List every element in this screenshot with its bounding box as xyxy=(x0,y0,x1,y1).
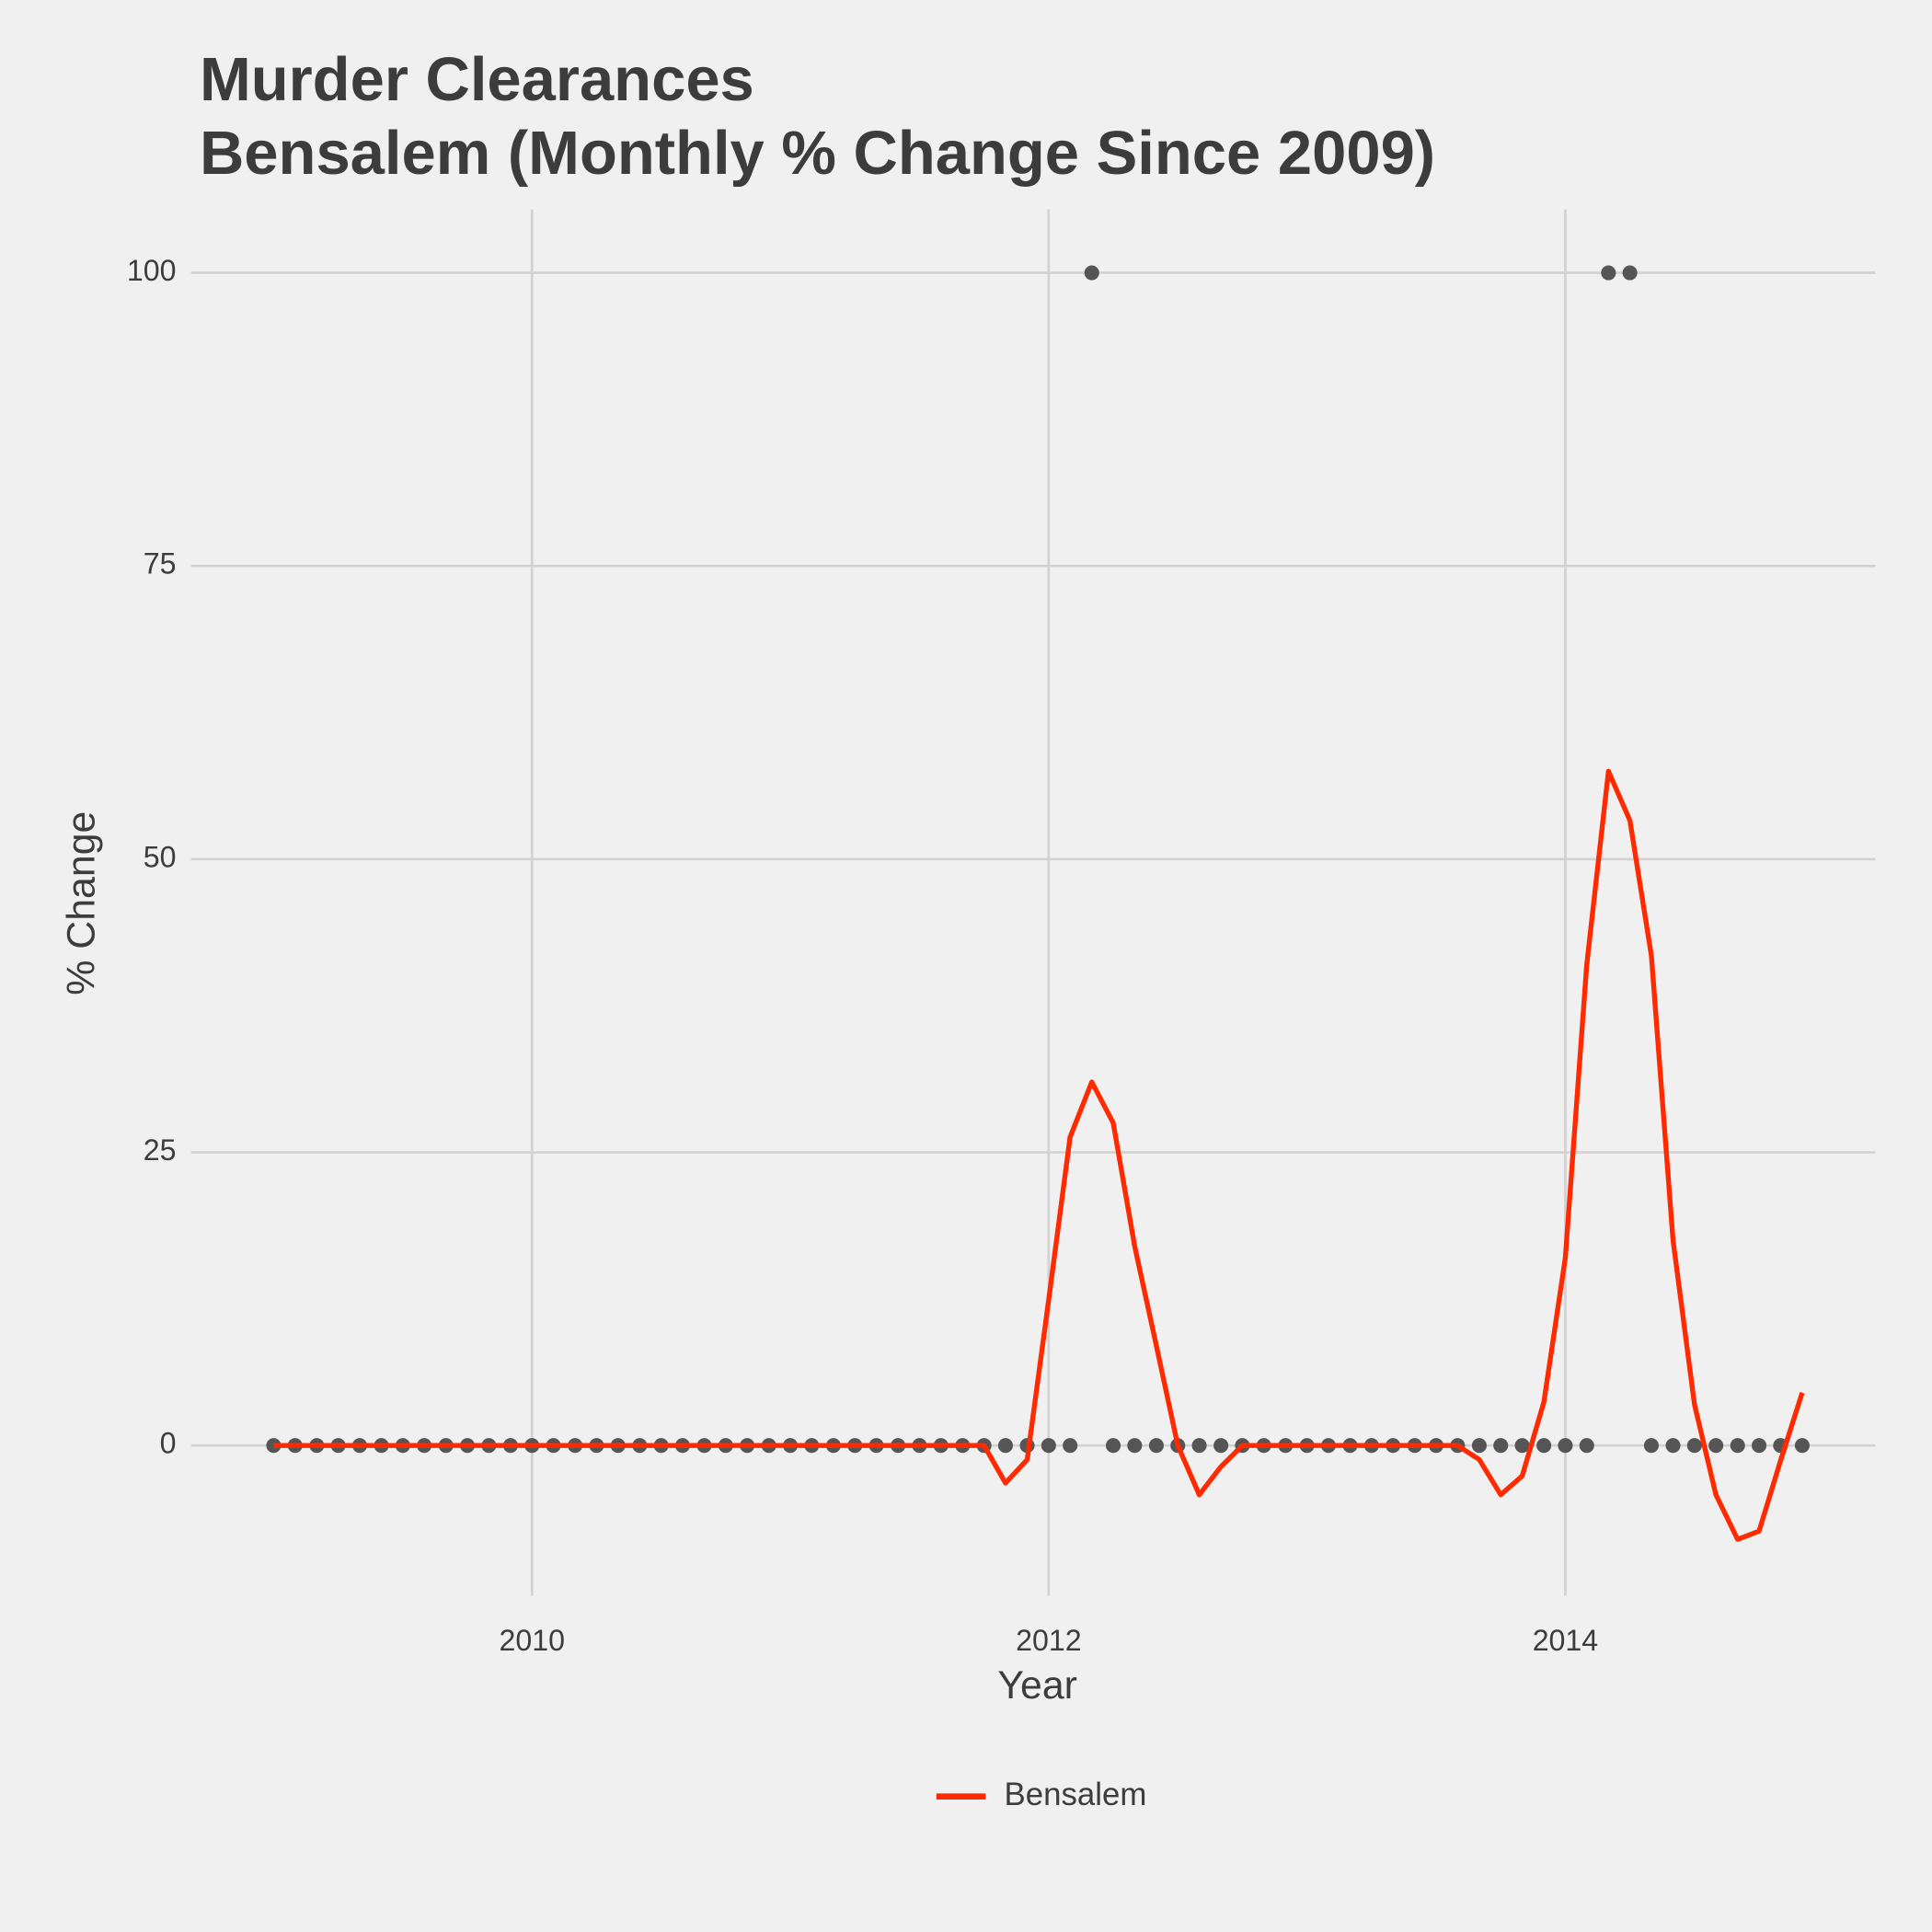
point xyxy=(1794,1438,1810,1454)
point xyxy=(1471,1438,1487,1454)
x-tick-label: 2012 xyxy=(1016,1624,1081,1657)
point xyxy=(1665,1438,1681,1454)
point xyxy=(1063,1438,1078,1454)
point xyxy=(1041,1438,1056,1454)
point xyxy=(1127,1438,1143,1454)
x-tick-label: 2014 xyxy=(1533,1624,1598,1657)
y-tick-label: 100 xyxy=(127,254,177,287)
chart-title: Murder Clearances xyxy=(200,45,754,114)
y-tick-label: 0 xyxy=(160,1427,177,1460)
line xyxy=(273,768,1805,1542)
point xyxy=(1622,265,1638,281)
point xyxy=(1643,1438,1659,1454)
legend-label: Bensalem xyxy=(1005,1777,1147,1812)
point xyxy=(1106,1438,1121,1454)
y-tick-label: 50 xyxy=(144,840,177,873)
point xyxy=(997,1438,1013,1454)
y-tick-label: 75 xyxy=(144,547,177,581)
point xyxy=(1579,1438,1594,1454)
point xyxy=(1601,265,1616,281)
point xyxy=(1213,1438,1229,1454)
chart-subtitle: Bensalem (Monthly % Change Since 2009) xyxy=(200,119,1435,188)
point xyxy=(1514,1438,1530,1454)
point xyxy=(1493,1438,1509,1454)
point xyxy=(1148,1438,1164,1454)
point xyxy=(1751,1438,1767,1454)
point xyxy=(1536,1438,1552,1454)
point xyxy=(1084,265,1099,281)
point xyxy=(1558,1438,1573,1454)
point xyxy=(1686,1438,1702,1454)
y-axis-title: % Change xyxy=(59,811,103,995)
point xyxy=(1708,1438,1724,1454)
y-tick-label: 25 xyxy=(144,1133,177,1167)
x-axis-title: Year xyxy=(997,1663,1077,1708)
x-tick-label: 2010 xyxy=(500,1624,565,1657)
point xyxy=(1730,1438,1745,1454)
point xyxy=(1191,1438,1207,1454)
